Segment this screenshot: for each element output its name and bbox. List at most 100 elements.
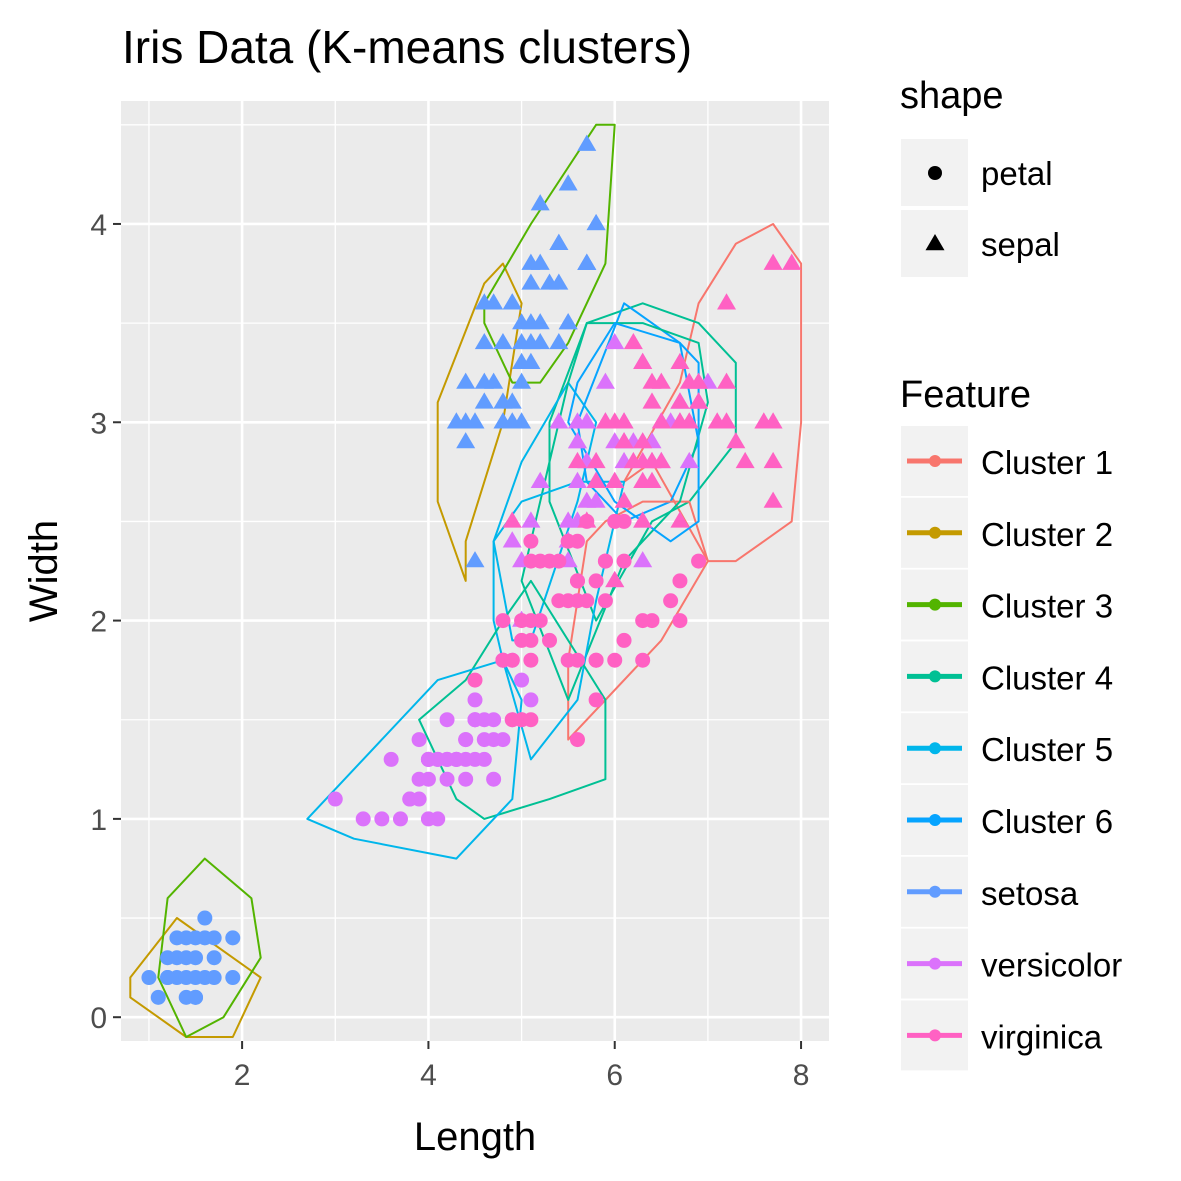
data-point <box>530 194 550 211</box>
data-point <box>504 712 520 728</box>
data-point <box>225 970 241 986</box>
data-point <box>458 771 474 787</box>
data-point <box>605 570 625 588</box>
data-point <box>689 392 709 409</box>
data-point <box>726 432 746 449</box>
x-axis: 2 4 6 8 <box>234 1041 809 1092</box>
data-point <box>567 432 587 449</box>
color-legend-title: Feature <box>900 374 1031 416</box>
data-point <box>141 970 157 986</box>
y-axis-label: Width <box>22 520 66 622</box>
data-point <box>717 412 737 429</box>
data-point <box>567 451 587 469</box>
data-point <box>588 692 604 708</box>
data-point <box>430 751 446 767</box>
data-point <box>467 692 483 708</box>
data-point <box>560 533 576 549</box>
data-point <box>456 432 476 449</box>
data-point <box>577 134 597 151</box>
legend-label: virginica <box>981 1018 1103 1055</box>
data-point <box>465 412 485 429</box>
data-point <box>633 511 653 528</box>
plot-area <box>121 101 829 1041</box>
cluster-hull <box>436 262 523 582</box>
cluster-hull <box>548 302 737 622</box>
data-point <box>551 553 567 569</box>
data-point <box>521 332 541 350</box>
legend-label: Cluster 5 <box>981 731 1113 768</box>
data-point <box>439 771 455 787</box>
data-point <box>642 392 662 409</box>
y-tick-label: 3 <box>90 407 107 440</box>
data-point <box>586 213 606 231</box>
legend-point-icon <box>929 885 941 898</box>
data-point <box>558 174 578 191</box>
x-tick-label: 2 <box>234 1059 251 1092</box>
plot-background <box>121 101 829 1041</box>
data-point <box>514 632 530 648</box>
legend-triangle-icon <box>925 234 945 251</box>
data-point <box>188 950 204 966</box>
data-point <box>763 451 783 469</box>
data-point <box>614 432 634 449</box>
x-axis-label: Length <box>414 1115 536 1159</box>
legend-label: Cluster 6 <box>981 803 1113 840</box>
legend-label: versicolor <box>981 947 1122 984</box>
data-point <box>560 652 576 668</box>
data-point <box>605 332 625 350</box>
data-point <box>549 273 569 290</box>
data-point <box>530 253 550 270</box>
cluster-hull <box>418 579 607 820</box>
data-point <box>605 471 625 488</box>
data-point <box>679 451 699 469</box>
data-point <box>512 372 532 389</box>
data-point <box>206 950 222 966</box>
data-point <box>717 372 737 389</box>
data-point <box>586 451 606 469</box>
data-point <box>651 412 671 429</box>
legend-label: Cluster 1 <box>981 444 1113 481</box>
data-point <box>476 751 492 767</box>
data-point <box>327 791 343 807</box>
data-point <box>577 412 597 429</box>
data-point <box>691 553 707 569</box>
data-point <box>670 352 690 369</box>
color-legend-items: Cluster 1 Cluster 2 Cluster 3 Cluster 4 Clus… <box>901 426 1122 1071</box>
data-point <box>735 451 755 469</box>
data-point <box>542 632 558 648</box>
data-point <box>549 412 569 429</box>
y-tick-label: 4 <box>90 209 107 242</box>
data-point <box>495 613 511 629</box>
data-point <box>484 372 504 389</box>
data-point <box>504 652 520 668</box>
data-point <box>586 471 606 488</box>
data-point <box>670 392 690 409</box>
data-point <box>514 672 530 688</box>
cluster-hull <box>157 857 262 1038</box>
data-point <box>616 553 632 569</box>
legend-point-icon <box>929 742 941 755</box>
data-point <box>430 811 446 827</box>
y-tick-label: 0 <box>90 1002 107 1035</box>
data-point <box>763 491 783 508</box>
data-point <box>672 613 688 629</box>
data-point <box>206 930 222 946</box>
data-point <box>530 313 550 330</box>
data-point <box>206 970 222 986</box>
data-point <box>493 332 513 350</box>
data-point <box>188 989 204 1005</box>
data-point <box>467 712 483 728</box>
data-point <box>679 372 699 389</box>
legend-label: Cluster 4 <box>981 659 1113 696</box>
data-point <box>502 293 522 310</box>
data-point <box>623 332 643 350</box>
data-point <box>670 412 690 429</box>
data-point <box>651 372 671 389</box>
data-point <box>569 573 585 589</box>
data-point <box>633 352 653 369</box>
data-point <box>374 811 390 827</box>
legend-label: setosa <box>981 875 1079 912</box>
data-point <box>355 811 371 827</box>
shape-legend: shape petal sepal <box>900 75 1060 277</box>
